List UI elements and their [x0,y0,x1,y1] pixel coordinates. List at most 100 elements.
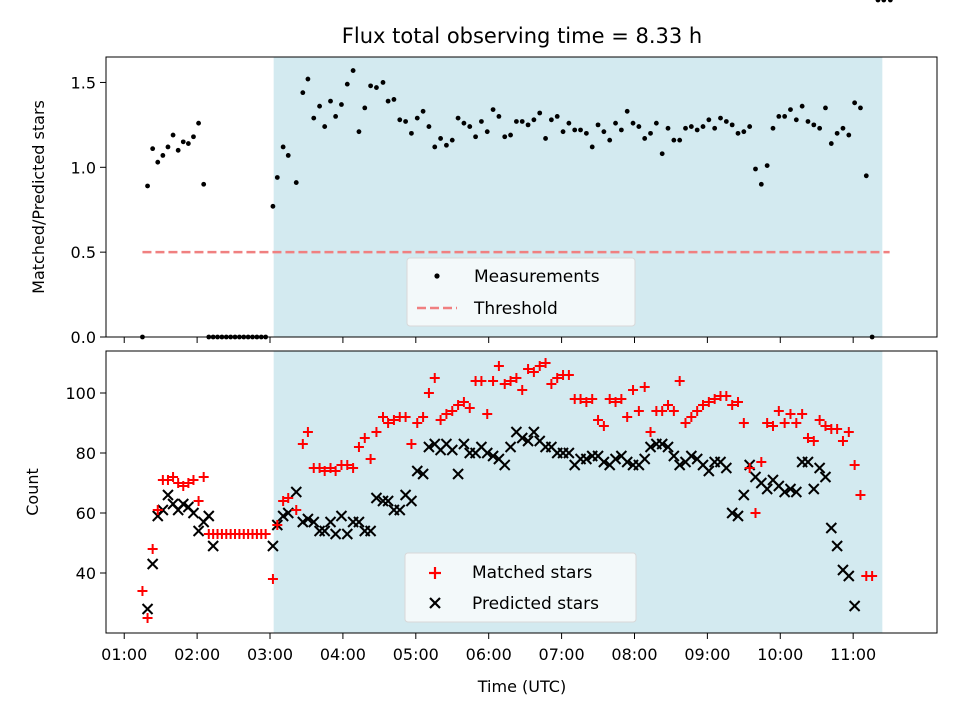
measurement-point [875,0,881,3]
matched-star-marker [388,415,399,425]
matched-star-marker [476,376,487,386]
predicted-star-marker [335,510,348,522]
predicted-star-marker [446,444,458,456]
predicted-star-stroke [592,450,604,462]
measurement-point [344,81,350,87]
predicted-star-marker [341,528,353,540]
measurement-point [583,130,589,136]
matched-star-marker [663,400,674,410]
matched-star-marker [523,364,534,374]
matched-star-marker [291,505,302,515]
measurement-point [513,119,519,124]
measurement-point [665,125,671,131]
legend-predicted-label: Predicted stars [472,594,599,614]
matched-star-marker [302,427,313,437]
predicted-star-marker [207,540,219,552]
measurement-point [566,120,572,126]
predicted-star-stroke [813,462,826,474]
predicted-star-stroke [726,507,738,519]
ratio-marks [140,0,893,340]
counts-panel: 40 60 80 100 01:00 02:00 03:00 04:00 05:00 06:00… [23,350,938,696]
measurement-point [467,124,473,129]
ratio-legend: Measurements Threshold [406,257,636,327]
measurement-point [285,153,291,158]
predicted-star-stroke [203,510,215,522]
measurement-point [339,102,344,107]
matched-star-marker [750,508,761,518]
matched-star-marker [552,373,563,383]
predicted-star-stroke [382,495,394,507]
predicted-star-marker [177,498,189,510]
measurement-point [881,0,887,3]
matched-star-marker [447,406,458,416]
matched-star-marker [832,424,843,434]
predicted-star-marker [394,504,406,516]
matched-star-marker [511,373,522,383]
matched-star-marker [785,409,796,419]
predicted-star-stroke [302,513,314,525]
predicted-star-stroke [308,516,320,528]
predicted-star-stroke [755,477,768,489]
predicted-star-stroke [364,525,377,537]
matched-star-marker [198,472,209,482]
matched-star-marker [738,418,749,428]
measurement-point [589,144,595,150]
predicted-star-marker [732,510,744,522]
predicted-star-marker [277,510,289,522]
x-tick-label: 09:00 [684,645,730,664]
predicted-star-stroke [157,504,169,516]
measurement-point [508,132,513,138]
predicted-star-stroke [790,486,803,498]
predicted-star-marker [481,447,493,459]
measurement-point [753,166,758,172]
predicted-star-marker [405,495,418,507]
matched-star-marker [546,379,557,389]
measurement-point [578,127,583,133]
matched-star-marker [188,475,199,485]
matched-star-marker [314,463,325,473]
matched-star-marker [406,439,417,449]
predicted-star-stroke [656,438,668,450]
x-tick-label: 10:00 [757,645,803,664]
measurement-point [145,183,150,189]
x-tick-label: 06:00 [466,645,512,664]
predicted-star-marker [487,450,499,462]
x-tick-label: 04:00 [320,645,366,664]
measurement-point [170,132,176,138]
matched-star-marker [744,463,755,473]
predicted-star-stroke [318,525,331,537]
measurement-point [420,108,426,114]
predicted-star-stroke [475,441,488,453]
predicted-star-marker [157,504,169,516]
matched-star-marker [319,466,330,476]
predicted-star-stroke [452,468,464,480]
ratio-y-axis-label: Matched/Predicted stars [29,100,48,294]
ratio-y-tick-label: 1.5 [71,73,96,92]
predicted-star-stroke [499,459,511,471]
matched-star-marker [499,379,510,389]
matched-star-marker [429,373,440,383]
predicted-star-stroke [341,528,353,540]
predicted-star-stroke [732,510,744,522]
predicted-star-marker [703,465,715,477]
predicted-star-stroke [446,444,458,456]
matched-star-marker [849,460,860,470]
predicted-star-stroke [767,474,779,486]
predicted-star-stroke [458,438,470,450]
predicted-star-marker [324,516,337,528]
matched-star-marker [359,433,370,443]
measurement-point [300,90,306,96]
measurement-point [196,120,201,126]
predicted-star-stroke [167,498,179,510]
measurement-point [823,105,828,111]
matched-star-marker [698,400,709,410]
predicted-star-stroke [691,453,703,465]
measurement-point [601,129,607,135]
chart-title: Flux total observing time = 8.33 h [342,24,702,48]
matched-star-marker [773,406,784,416]
matched-star-marker [137,586,148,596]
predicted-star-marker [308,516,320,528]
predicted-star-stroke [146,558,159,570]
measurement-point [694,127,700,133]
matched-star-marker [178,481,189,491]
